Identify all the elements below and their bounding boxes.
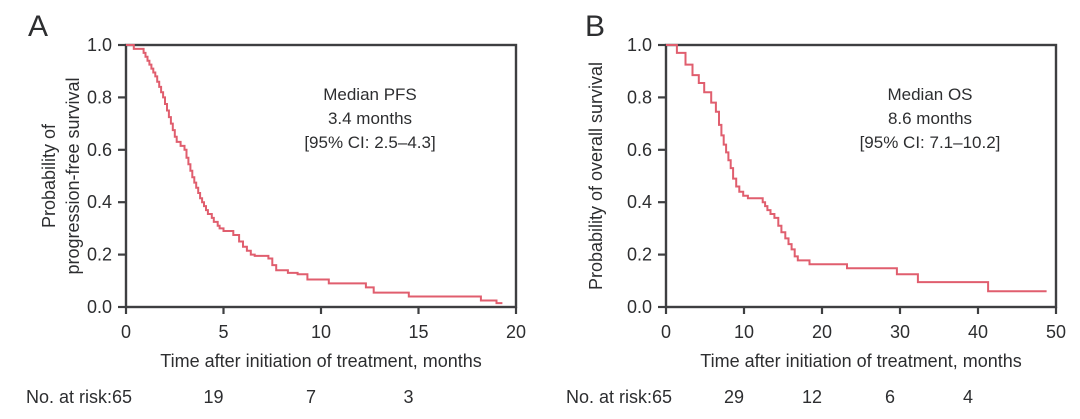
- at-risk-label: No. at risk:: [26, 387, 112, 407]
- y-tick-label: 0.6: [87, 140, 112, 160]
- y-tick-label: 1.0: [87, 35, 112, 55]
- x-axis-label: Time after initiation of treatment, mont…: [700, 351, 1021, 371]
- at-risk-count: 29: [724, 387, 744, 407]
- y-axis-label: progression-free survival: [63, 77, 83, 274]
- at-risk-count: 7: [306, 387, 316, 407]
- x-tick-label: 0: [121, 322, 131, 342]
- at-risk-count: 19: [203, 387, 223, 407]
- pfs-chart: A 0 5 10 15 20 0.0 0.2 0.4 0.6 0.8 1.0 Time after in…: [26, 10, 526, 407]
- km-curve: [126, 44, 503, 305]
- at-risk-count: 65: [112, 387, 132, 407]
- median-annotation-line: [95% CI: 2.5–4.3]: [304, 133, 435, 152]
- y-tick-label: 0.8: [627, 87, 652, 107]
- x-tick-label: 20: [506, 322, 526, 342]
- y-tick-label: 0.0: [627, 297, 652, 317]
- y-tick-label: 0.2: [627, 245, 652, 265]
- panel-b-os: B 0 10 20 30 40 50 0.0 0.2 0.4 0.6 0.8 1.0 Time after…: [540, 0, 1080, 419]
- median-annotation-line: 3.4 months: [328, 109, 412, 128]
- panel-a-pfs: A 0 5 10 15 20 0.0 0.2 0.4 0.6 0.8 1.0 Time after in…: [26, 10, 526, 407]
- y-tick-label: 0.4: [627, 192, 652, 212]
- x-tick-label: 30: [890, 322, 910, 342]
- median-annotation-line: Median OS: [887, 85, 972, 104]
- median-annotation-line: 8.6 months: [888, 109, 972, 128]
- plot-frame: [124, 43, 518, 309]
- x-axis-label: Time after initiation of treatment, mont…: [160, 351, 481, 371]
- x-tick-label: 50: [1046, 322, 1066, 342]
- x-tick-label: 5: [218, 322, 228, 342]
- y-tick-label: 0.8: [87, 87, 112, 107]
- y-tick-label: 1.0: [627, 35, 652, 55]
- x-tick-label: 10: [311, 322, 331, 342]
- os-chart: B 0 10 20 30 40 50 0.0 0.2 0.4 0.6 0.8 1.0 Time after…: [566, 10, 1066, 407]
- plot-frame: [664, 43, 1058, 309]
- y-axis-label: Probability of: [39, 123, 59, 228]
- panel-label: B: [585, 10, 605, 43]
- x-tick-label: 15: [408, 322, 428, 342]
- median-annotation-line: Median PFS: [323, 85, 417, 104]
- at-risk-count: 65: [652, 387, 672, 407]
- median-annotation-line: [95% CI: 7.1–10.2]: [860, 133, 1001, 152]
- panel-label: A: [28, 10, 48, 43]
- y-axis-label: Probability of overall survival: [586, 62, 606, 290]
- at-risk-count: 4: [963, 387, 973, 407]
- at-risk-count: 6: [885, 387, 895, 407]
- x-tick-label: 20: [812, 322, 832, 342]
- y-tick-label: 0.4: [87, 192, 112, 212]
- at-risk-count: 12: [802, 387, 822, 407]
- km-curve: [666, 44, 1047, 293]
- y-tick-label: 0.0: [87, 297, 112, 317]
- at-risk-label: No. at risk:: [566, 387, 652, 407]
- at-risk-count: 3: [403, 387, 413, 407]
- y-tick-label: 0.2: [87, 245, 112, 265]
- x-tick-label: 10: [734, 322, 754, 342]
- y-tick-label: 0.6: [627, 140, 652, 160]
- x-tick-label: 0: [661, 322, 671, 342]
- x-tick-label: 40: [968, 322, 988, 342]
